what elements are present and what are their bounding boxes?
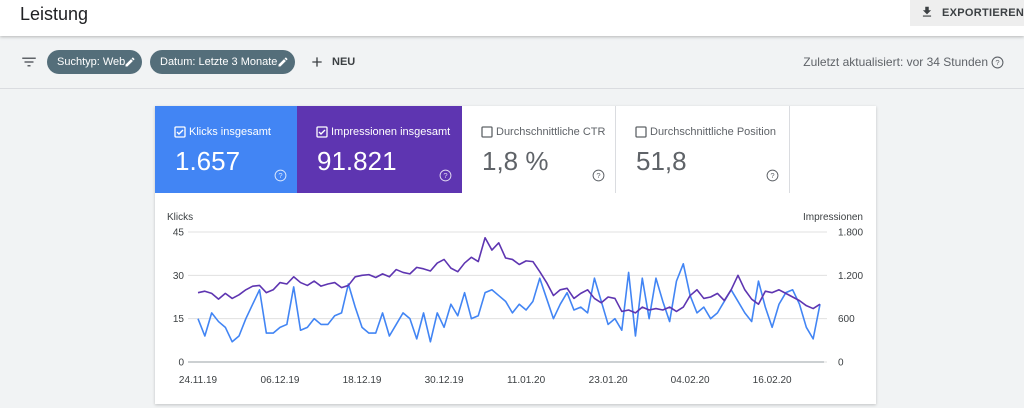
metric-value: 1.657 <box>175 146 241 176</box>
y2-tick-label: 600 <box>838 314 855 325</box>
checkbox[interactable] <box>316 126 328 138</box>
metric-tile[interactable]: Klicks insgesamt 1.657 ? <box>155 106 297 193</box>
y2-axis-label: Impressionen <box>803 212 863 223</box>
y-tick-label: 15 <box>173 314 185 325</box>
series-line <box>197 236 821 314</box>
edit-icon <box>125 57 135 67</box>
last-updated-text: Zuletzt aktualisiert: vor 34 Stunden <box>803 55 988 69</box>
help-icon[interactable]: ? <box>991 56 1004 69</box>
svg-text:?: ? <box>995 58 999 67</box>
checkbox[interactable] <box>174 126 186 138</box>
svg-text:?: ? <box>278 171 282 180</box>
svg-text:?: ? <box>770 171 774 180</box>
chart: Klicks Impressionen 0 15 30 45 0 600 1.200 1.800 2… <box>167 212 863 386</box>
metric-tile[interactable]: Impressionen insgesamt 91.821 ? <box>297 106 462 193</box>
chip-label: Datum: Letzte 3 Monate <box>160 56 278 68</box>
y-tick-label: 0 <box>178 358 184 369</box>
y-tick-label: 30 <box>173 271 185 282</box>
x-tick-label: 18.12.19 <box>343 375 382 386</box>
plus-icon[interactable] <box>309 54 325 70</box>
y2-tick-label: 1.800 <box>838 228 863 239</box>
y2-tick-label: 1.200 <box>838 271 863 282</box>
filter-chip[interactable]: Suchtyp: Web <box>47 50 142 74</box>
metric-label: Durchschnittliche CTR <box>496 126 606 138</box>
y2-tick-label: 0 <box>838 358 844 369</box>
help-icon[interactable]: ? <box>439 169 452 182</box>
top-bar: Leistung EXPORTIEREN <box>0 0 1024 36</box>
svg-text:?: ? <box>596 171 600 180</box>
filter-icon[interactable] <box>20 53 38 71</box>
new-filter[interactable]: NEU <box>332 56 356 68</box>
export-label: EXPORTIEREN <box>942 7 1024 19</box>
x-tick-label: 06.12.19 <box>261 375 300 386</box>
edit-icon <box>278 57 288 67</box>
filter-chip[interactable]: Datum: Letzte 3 Monate <box>150 50 295 74</box>
y-tick-label: 45 <box>173 228 185 239</box>
metric-label: Durchschnittliche Position <box>650 126 776 138</box>
chip-label: Suchtyp: Web <box>57 56 126 68</box>
x-tick-label: 30.12.19 <box>425 375 464 386</box>
metric-value: 1,8 % <box>482 146 549 176</box>
x-tick-label: 11.01.20 <box>507 375 546 386</box>
x-tick-label: 23.01.20 <box>589 375 628 386</box>
help-icon[interactable]: ? <box>592 169 605 182</box>
x-tick-label: 04.02.20 <box>671 375 710 386</box>
checkbox[interactable] <box>635 126 647 138</box>
series-line <box>197 262 821 343</box>
checkbox[interactable] <box>481 126 493 138</box>
help-icon[interactable]: ? <box>274 169 287 182</box>
performance-card: Klicks insgesamt 1.657 ? Impressionen in… <box>155 106 876 404</box>
help-icon[interactable]: ? <box>766 169 779 182</box>
export-button[interactable]: EXPORTIEREN <box>910 0 1024 26</box>
svg-text:?: ? <box>443 171 447 180</box>
metric-label: Impressionen insgesamt <box>331 126 451 138</box>
y-axis-label: Klicks <box>167 212 193 223</box>
x-tick-label: 24.11.19 <box>179 375 218 386</box>
divider <box>0 88 1024 89</box>
metric-value: 51,8 <box>636 146 687 176</box>
metric-label: Klicks insgesamt <box>189 126 271 138</box>
x-tick-label: 16.02.20 <box>753 375 792 386</box>
metric-tile[interactable]: Durchschnittliche CTR 1,8 % ? <box>462 106 616 193</box>
metric-tile[interactable]: Durchschnittliche Position 51,8 ? <box>616 106 790 193</box>
page-title: Leistung <box>20 4 89 24</box>
metric-value: 91.821 <box>317 146 397 176</box>
last-updated: Zuletzt aktualisiert: vor 34 Stunden ? <box>803 55 1004 69</box>
download-icon <box>922 6 932 17</box>
